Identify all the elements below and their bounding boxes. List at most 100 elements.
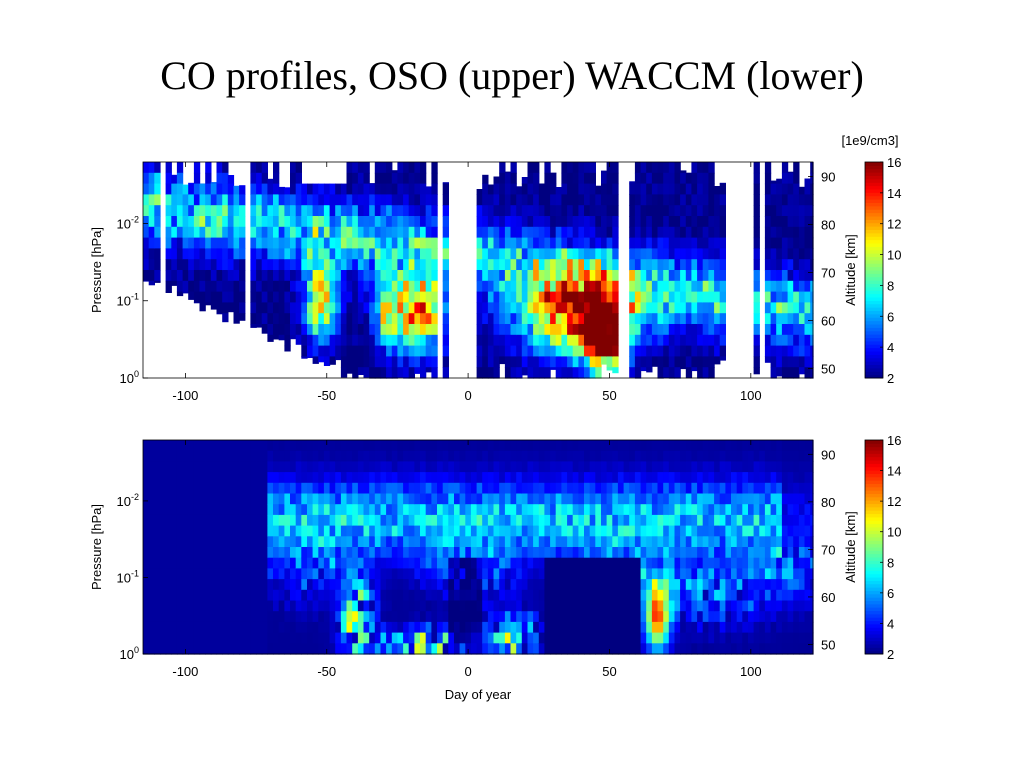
heatmap-cell — [595, 259, 602, 271]
heatmap-cell — [787, 589, 794, 602]
heatmap-cell — [691, 579, 698, 591]
heatmap-cell — [798, 589, 806, 602]
heatmap-cell — [538, 600, 546, 612]
heatmap-cell — [210, 472, 218, 484]
heatmap-cell — [482, 205, 489, 217]
heatmap-cell — [369, 482, 376, 495]
heatmap-cell — [199, 568, 206, 580]
heatmap-cell — [476, 302, 483, 314]
heatmap-cell — [414, 568, 421, 580]
heatmap-cell — [487, 440, 495, 452]
heatmap-cell — [391, 172, 399, 185]
heatmap-cell — [244, 557, 252, 569]
heatmap-cell — [307, 504, 314, 516]
heatmap-cell — [674, 291, 681, 303]
heatmap-cell — [171, 205, 178, 217]
heatmap-cell — [397, 313, 404, 325]
heatmap-cell — [352, 504, 359, 516]
heatmap-cell — [176, 248, 184, 260]
heatmap-cell — [352, 568, 359, 580]
heatmap-cell — [651, 345, 659, 357]
heatmap-cell — [267, 324, 274, 336]
heatmap-cell — [702, 356, 709, 368]
heatmap-cell — [753, 302, 760, 314]
heatmap-cell — [176, 183, 184, 195]
heatmap-cell — [714, 536, 721, 548]
heatmap-cell — [160, 493, 167, 505]
heatmap-cell — [810, 482, 814, 495]
colorbar-segment — [865, 371, 883, 376]
colorbar-unit-label: [1e9/cm3] — [841, 133, 898, 148]
heatmap-cell — [357, 643, 365, 655]
heatmap-cell — [567, 440, 574, 452]
heatmap-cell — [567, 493, 574, 505]
heatmap-cell — [171, 643, 178, 655]
heatmap-cell — [589, 334, 596, 347]
heatmap-cell — [408, 450, 415, 462]
heatmap-cell — [357, 194, 365, 206]
heatmap-cell — [380, 568, 387, 580]
heatmap-cell — [227, 450, 235, 462]
heatmap-cell — [148, 632, 155, 644]
heatmap-cell — [680, 356, 687, 368]
colorbar-segment — [865, 256, 883, 261]
heatmap-cell — [781, 525, 789, 537]
heatmap-cell — [697, 194, 704, 206]
heatmap-cell — [668, 172, 676, 185]
heatmap-cell — [454, 621, 461, 634]
heatmap-cell — [567, 237, 574, 249]
heatmap-cell — [420, 194, 427, 206]
heatmap-cell — [227, 248, 235, 260]
heatmap-cell — [482, 237, 489, 249]
heatmap-cell — [516, 334, 523, 347]
heatmap-cell — [233, 302, 240, 314]
heatmap-cell — [227, 291, 235, 303]
heatmap-cell — [533, 611, 540, 623]
heatmap-cell — [804, 621, 811, 634]
heatmap-cell — [420, 643, 427, 655]
heatmap-cell — [538, 237, 546, 249]
heatmap-cell — [499, 579, 506, 591]
heatmap-cell — [601, 216, 608, 228]
heatmap-cell — [312, 194, 319, 206]
heatmap-cell — [278, 237, 285, 249]
heatmap-cell — [527, 216, 534, 228]
heatmap-cell — [793, 237, 800, 249]
heatmap-cell — [420, 536, 427, 548]
heatmap-cell — [442, 313, 449, 325]
heatmap-cell — [357, 313, 365, 325]
heatmap-cell — [476, 248, 483, 260]
heatmap-cell — [250, 547, 257, 559]
heatmap-cell — [154, 493, 161, 505]
heatmap-cell — [680, 367, 687, 370]
heatmap-cell — [165, 482, 172, 495]
heatmap-cell — [267, 632, 274, 644]
heatmap-cell — [493, 345, 500, 357]
heatmap-cell — [606, 514, 613, 527]
heatmap-cell — [612, 547, 619, 559]
heatmap-cell — [482, 600, 489, 612]
heatmap-cell — [318, 461, 325, 473]
heatmap-cell — [414, 643, 421, 655]
heatmap-cell — [250, 162, 257, 174]
heatmap-cell — [176, 172, 184, 185]
heatmap-cell — [476, 589, 483, 602]
heatmap-cell — [691, 632, 698, 644]
heatmap-cell — [165, 216, 172, 228]
heatmap-cell — [487, 579, 495, 591]
colorbar-segment — [865, 351, 883, 355]
heatmap-cell — [273, 334, 280, 340]
heatmap-cell — [437, 514, 444, 527]
y2-axis-label: Altitude [km] — [843, 234, 858, 306]
heatmap-cell — [363, 579, 370, 591]
heatmap-cell — [267, 482, 274, 495]
heatmap-cell — [307, 345, 314, 357]
heatmap-cell — [748, 536, 755, 548]
heatmap-cell — [753, 600, 760, 612]
heatmap-cell — [680, 183, 687, 195]
heatmap-cell — [329, 248, 336, 260]
heatmap-cell — [544, 345, 551, 357]
heatmap-cell — [261, 600, 268, 612]
heatmap-cell — [770, 226, 777, 239]
heatmap-cell — [776, 237, 783, 249]
